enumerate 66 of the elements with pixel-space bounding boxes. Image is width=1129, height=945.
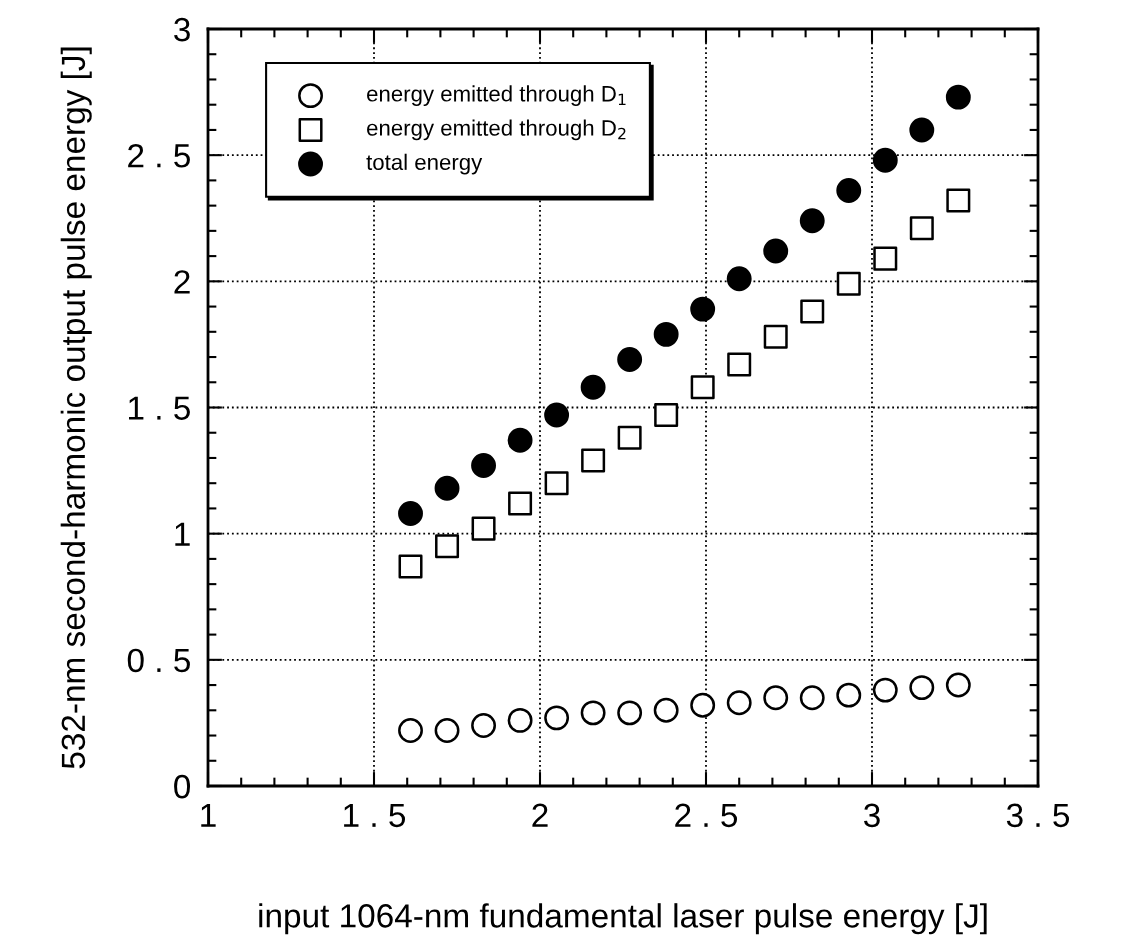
point: [800, 299, 825, 324]
point: [727, 352, 752, 377]
y-tick-label: 2 . 5: [128, 143, 190, 168]
point: [435, 534, 460, 559]
point: [507, 707, 533, 733]
x-tick-label: 1 . 5: [344, 803, 406, 828]
point: [617, 425, 642, 450]
x-tick-label: 3: [864, 803, 880, 828]
point: [836, 178, 862, 203]
point: [945, 84, 971, 110]
legend-label: energy emitted through D$_{2}$: [367, 119, 626, 141]
x-tick-label: 3 . 5: [1006, 803, 1070, 828]
point: [872, 677, 898, 703]
point: [763, 685, 789, 711]
y-tick-label: 3: [174, 17, 190, 42]
point: [690, 296, 716, 322]
point: [653, 321, 679, 347]
point: [398, 554, 423, 579]
x-axis-title: input 1064-nm fundamental laser pulse energy [J]: [259, 903, 987, 935]
point: [763, 238, 789, 264]
y-tick-label: 1: [175, 522, 190, 546]
point: [508, 491, 533, 516]
point: [398, 501, 423, 526]
point: [617, 347, 643, 372]
y-tick-label: 2: [174, 270, 190, 294]
x-tick-label: 1: [201, 803, 216, 827]
point: [799, 685, 825, 711]
point: [617, 700, 643, 726]
point: [690, 375, 715, 400]
point: [909, 117, 935, 143]
point: [398, 718, 423, 743]
point: [544, 471, 569, 496]
point: [471, 712, 497, 738]
point: [471, 453, 497, 478]
point: [946, 188, 971, 213]
y-axis-title: 532-nm second-harmonic output pulse energy [J]: [60, 47, 92, 769]
y-tick-label: 0: [174, 774, 191, 799]
point: [726, 266, 752, 292]
point: [653, 697, 679, 723]
point: [654, 403, 679, 428]
point: [434, 475, 460, 501]
point: [544, 402, 570, 428]
point: [909, 216, 934, 241]
point: [836, 682, 862, 708]
point: [726, 690, 752, 716]
legend-label: energy emitted through D$_{1}$: [367, 85, 626, 106]
point: [434, 718, 460, 743]
y-tick-label: 1 . 5: [129, 396, 190, 420]
x-tick-label: 2 . 5: [675, 803, 738, 828]
point: [836, 271, 861, 296]
point: [799, 208, 825, 234]
point: [471, 516, 496, 541]
point: [945, 672, 971, 698]
point: [580, 374, 606, 400]
point: [544, 705, 570, 731]
point: [909, 675, 935, 701]
legend-label: total energy: [366, 153, 483, 175]
y-tick-label: 0 . 5: [127, 648, 190, 673]
point: [507, 427, 533, 453]
point: [580, 700, 606, 726]
point: [763, 324, 788, 349]
point: [581, 448, 606, 473]
point: [690, 692, 716, 718]
x-tick-label: 2: [532, 803, 548, 827]
point: [872, 147, 898, 173]
point: [873, 246, 898, 271]
